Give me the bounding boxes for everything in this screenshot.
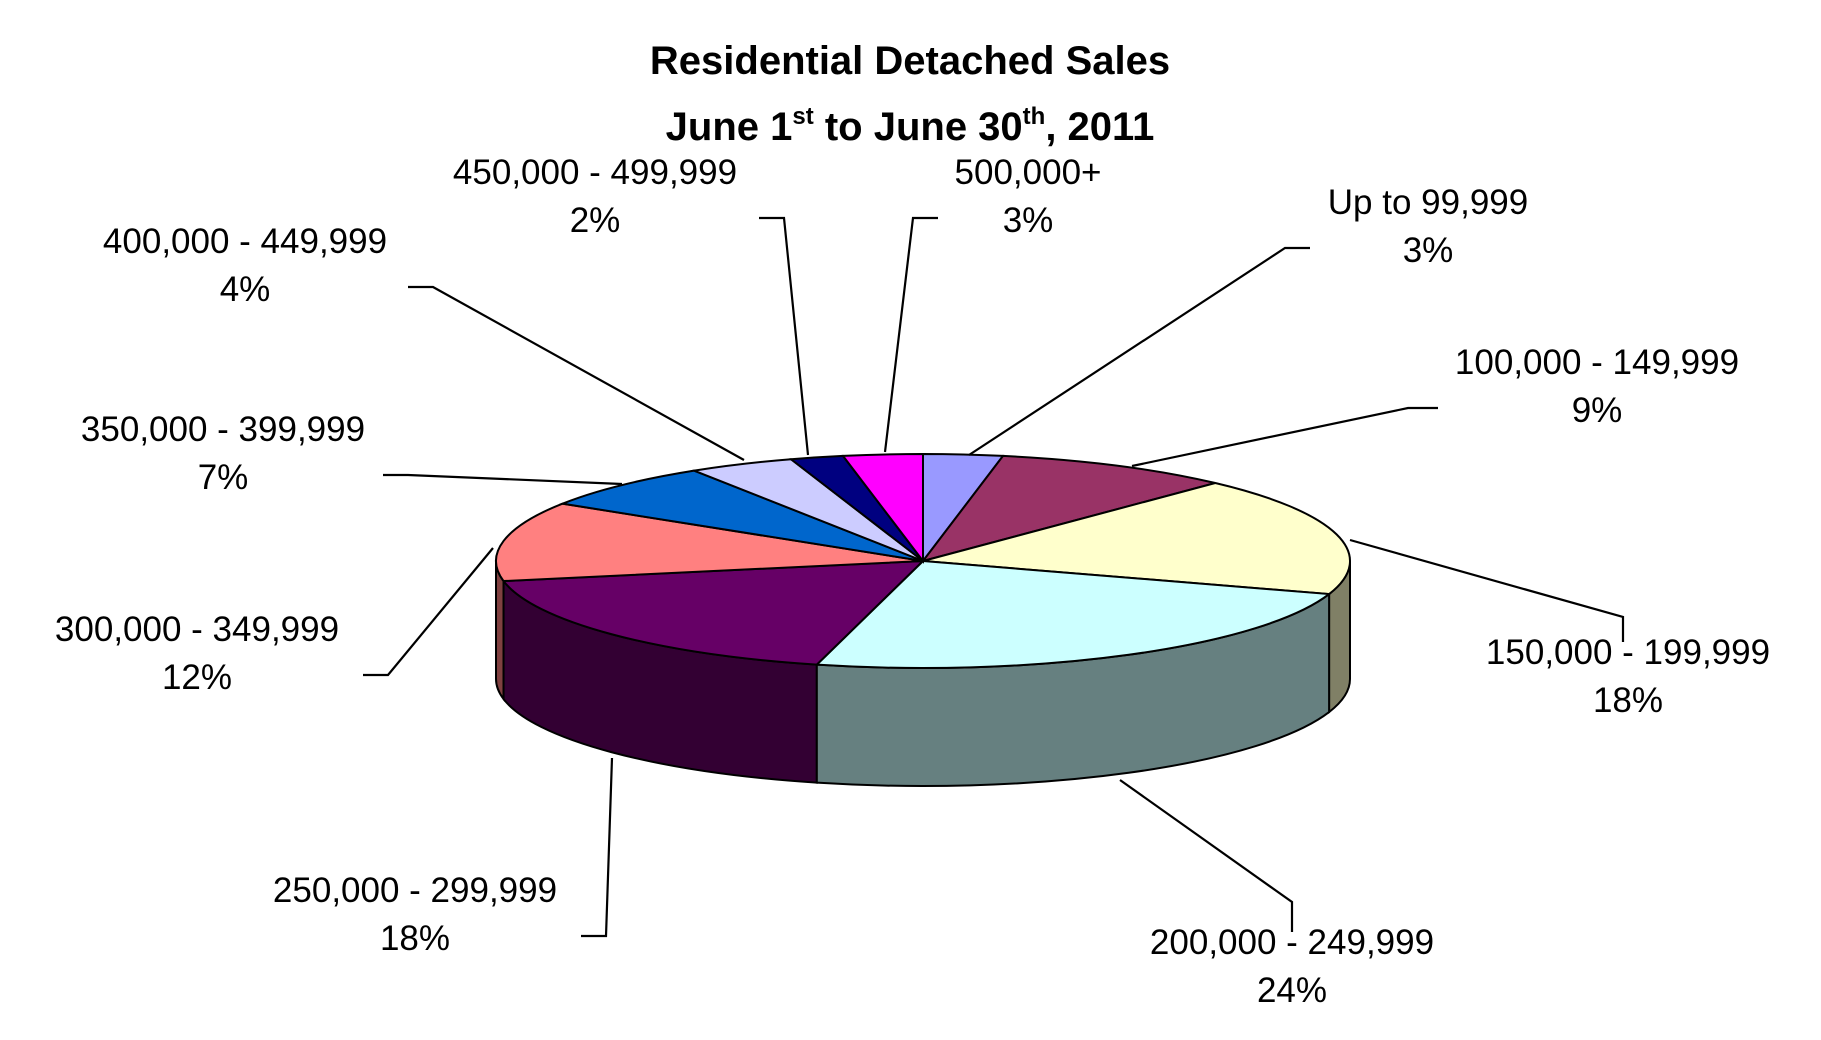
title-part-3: , 2011 xyxy=(1045,105,1154,149)
value-label-400-000-449-999: 4% xyxy=(220,270,271,309)
value-label-450-000-499-999: 2% xyxy=(570,201,621,240)
title-part-1: June 1 xyxy=(666,105,793,149)
title-part-2: to June 30 xyxy=(814,105,1023,149)
value-label-100-000-149-999: 9% xyxy=(1572,391,1623,430)
leader-line-200-000-249-999 xyxy=(1119,779,1294,932)
leader-line-150-000-199-999 xyxy=(1349,538,1625,642)
leader-line-250-000-299-999 xyxy=(581,757,614,938)
chart-title-line-2: June 1st to June 30th, 2011 xyxy=(666,103,1155,149)
value-label-up-to-99-999: 3% xyxy=(1403,231,1454,270)
leader-lines xyxy=(363,216,1625,938)
chart-title: Residential Detached Sales June 1st to J… xyxy=(650,39,1170,149)
title-sup-1: st xyxy=(792,103,813,130)
value-label-200-000-249-999: 24% xyxy=(1257,971,1327,1010)
category-label-400-000-449-999: 400,000 - 449,999 xyxy=(103,222,387,261)
chart-title-line-1: Residential Detached Sales xyxy=(650,39,1170,83)
pie-slices xyxy=(495,452,1351,669)
leader-line-up-to-99-999 xyxy=(968,246,1310,456)
slice-200-000-249-999 xyxy=(814,559,1332,669)
title-sup-2: th xyxy=(1023,103,1046,130)
slice-150-000-199-999 xyxy=(922,481,1351,596)
category-label-500-000: 500,000+ xyxy=(955,153,1102,192)
slice-350-000-399-999 xyxy=(558,469,924,562)
category-label-450-000-499-999: 450,000 - 499,999 xyxy=(453,153,737,192)
category-label-200-000-249-999: 200,000 - 249,999 xyxy=(1150,923,1434,962)
pie-sides xyxy=(495,560,1351,787)
category-label-350-000-399-999: 350,000 - 399,999 xyxy=(81,410,365,449)
leader-line-100-000-149-999 xyxy=(1131,406,1438,468)
leader-line-500-000 xyxy=(883,216,938,453)
slice-250-000-299-999 xyxy=(501,559,926,666)
category-label-up-to-99-999: Up to 99,999 xyxy=(1328,183,1528,222)
leader-line-350-000-399-999 xyxy=(383,473,623,486)
slice-500-000 xyxy=(841,452,924,564)
slice-300-000-349-999 xyxy=(495,502,924,583)
leader-line-300-000-349-999 xyxy=(363,547,494,677)
slice-side-300-000-349-999 xyxy=(495,560,505,703)
leader-line-450-000-499-999 xyxy=(759,216,810,456)
slice-labels: Up to 99,999 3% 100,000 - 149,999 9% 150,000… xyxy=(55,153,1770,1010)
leader-line-400-000-449-999 xyxy=(408,285,745,461)
slice-100-000-149-999 xyxy=(920,454,1216,563)
value-label-250-000-299-999: 18% xyxy=(380,919,450,958)
value-label-150-000-199-999: 18% xyxy=(1593,681,1663,720)
value-label-300-000-349-999: 12% xyxy=(162,658,232,697)
category-label-150-000-199-999: 150,000 - 199,999 xyxy=(1486,633,1770,672)
category-label-100-000-149-999: 100,000 - 149,999 xyxy=(1455,343,1739,382)
value-label-350-000-399-999: 7% xyxy=(198,458,249,497)
value-label-500-000: 3% xyxy=(1003,201,1054,240)
category-label-250-000-299-999: 250,000 - 299,999 xyxy=(273,871,557,910)
category-label-300-000-349-999: 300,000 - 349,999 xyxy=(55,610,339,649)
